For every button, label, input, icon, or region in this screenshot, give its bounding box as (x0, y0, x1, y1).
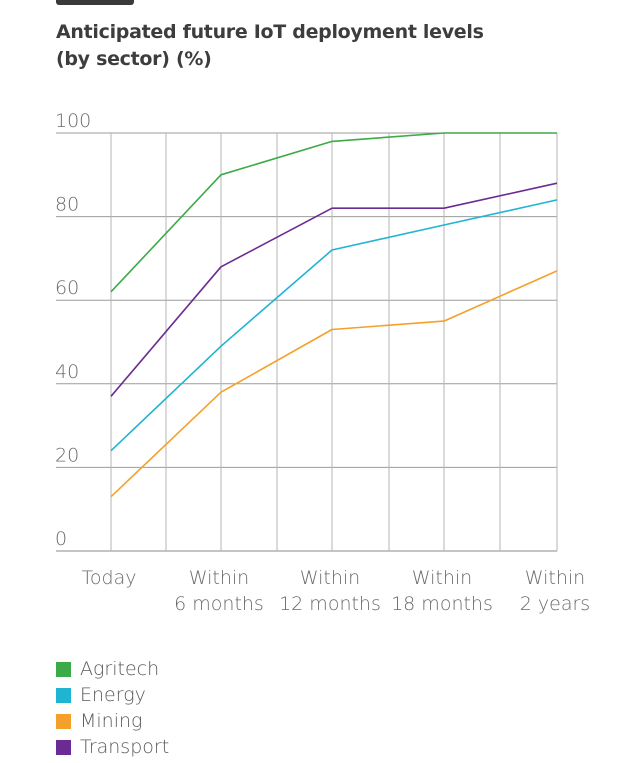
y-tick-label: 100 (55, 110, 91, 132)
grid (56, 132, 558, 552)
x-tick-label-line: Within (525, 567, 585, 589)
x-tick-label-line: Within (412, 567, 472, 589)
y-tick-label: 80 (55, 194, 79, 216)
legend-label: Agritech (80, 658, 160, 680)
series-line-energy (110, 199, 558, 452)
x-tick-label-line: Within (189, 567, 249, 589)
legend-item-energy: Energy (56, 682, 169, 708)
line-chart: 0 20 40 60 80 100 Today Within 6 months Within 12… (55, 110, 591, 615)
x-tick-label-line: Today (82, 567, 137, 589)
series-lines (110, 132, 558, 498)
y-axis-ticks: 0 20 40 60 80 100 (55, 110, 91, 550)
y-tick-label: 60 (55, 277, 79, 299)
chart-title-line-2: (by sector) (%) (56, 48, 212, 70)
legend-swatch (56, 661, 71, 677)
series-line-mining (110, 270, 558, 498)
legend-item-mining: Mining (56, 708, 169, 734)
x-tick-label-line: 6 months (174, 593, 264, 615)
legend-label: Mining (80, 710, 143, 732)
x-tick-label-line: 12 months (279, 593, 381, 615)
x-tick-label: Within 2 years (520, 567, 590, 615)
legend-item-transport: Transport (56, 734, 169, 760)
legend-label: Energy (80, 684, 146, 706)
x-tick-label: Within 18 months (391, 567, 493, 615)
legend-label: Transport (80, 736, 170, 758)
x-tick-label: Today (82, 567, 137, 589)
legend-swatch (56, 687, 71, 703)
x-tick-label-line: 18 months (391, 593, 493, 615)
series-line-transport (110, 182, 558, 397)
y-tick-label: 20 (55, 444, 79, 466)
x-tick-label-line: Within (300, 567, 360, 589)
legend: Agritech Energy Mining Transport (56, 656, 169, 760)
y-tick-label: 40 (55, 361, 79, 383)
x-tick-label-line: 2 years (520, 593, 590, 615)
series-line-agritech (110, 132, 557, 293)
x-tick-label: Within 12 months (279, 567, 381, 615)
top-tab-bar (56, 0, 134, 5)
legend-swatch (56, 713, 71, 729)
x-tick-label: Within 6 months (174, 567, 264, 615)
legend-swatch (56, 739, 71, 755)
legend-item-agritech: Agritech (56, 656, 169, 682)
chart-title: Anticipated future IoT deployment levels… (56, 19, 484, 73)
chart-title-line-1: Anticipated future IoT deployment levels (56, 21, 484, 43)
y-tick-label: 0 (55, 528, 67, 550)
